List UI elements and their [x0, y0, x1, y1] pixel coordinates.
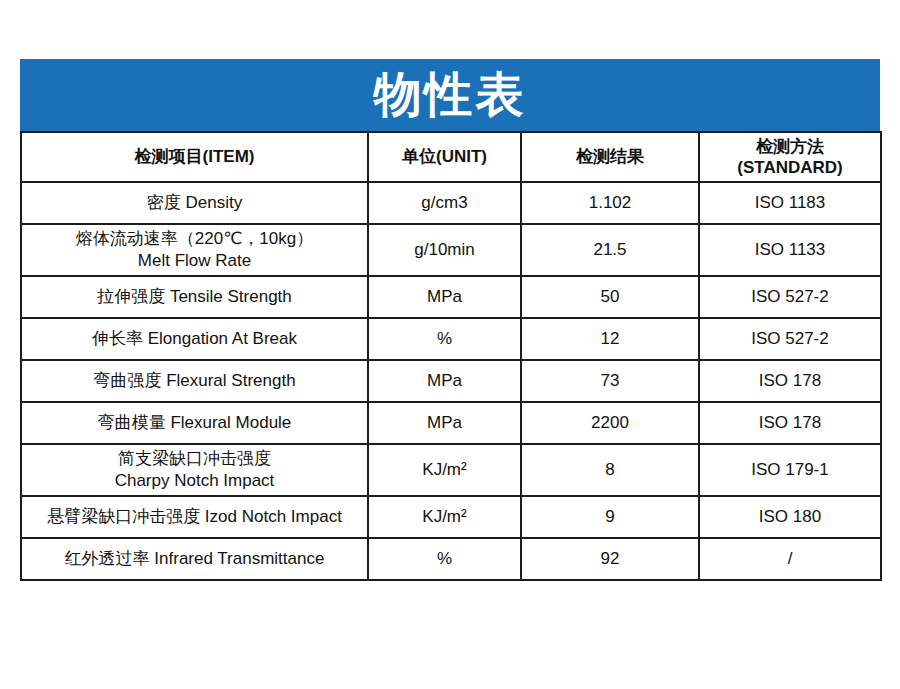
- table-row: 弯曲强度 Flexural Strength MPa 73 ISO 178: [21, 360, 881, 402]
- cell-item: 伸长率 Elongation At Break: [21, 318, 368, 360]
- cell-unit: KJ/m²: [368, 496, 521, 538]
- cell-item: 拉伸强度 Tensile Strength: [21, 276, 368, 318]
- table-row: 熔体流动速率（220℃，10kg） Melt Flow Rate g/10min…: [21, 224, 881, 276]
- cell-unit: KJ/m²: [368, 444, 521, 496]
- cell-unit: MPa: [368, 276, 521, 318]
- cell-item: 熔体流动速率（220℃，10kg） Melt Flow Rate: [21, 224, 368, 276]
- cell-standard: ISO 1183: [699, 182, 881, 224]
- cell-result: 8: [521, 444, 699, 496]
- cell-item: 弯曲强度 Flexural Strength: [21, 360, 368, 402]
- properties-table: 检测项目(ITEM) 单位(UNIT) 检测结果 检测方法 (STANDARD)…: [20, 131, 882, 581]
- table-header-row: 检测项目(ITEM) 单位(UNIT) 检测结果 检测方法 (STANDARD): [21, 132, 881, 182]
- table-row: 伸长率 Elongation At Break % 12 ISO 527-2: [21, 318, 881, 360]
- page-title: 物性表: [374, 71, 527, 119]
- column-header-standard: 检测方法 (STANDARD): [699, 132, 881, 182]
- cell-unit: g/10min: [368, 224, 521, 276]
- table-row: 拉伸强度 Tensile Strength MPa 50 ISO 527-2: [21, 276, 881, 318]
- cell-standard: ISO 180: [699, 496, 881, 538]
- cell-item: 弯曲模量 Flexural Module: [21, 402, 368, 444]
- cell-result: 9: [521, 496, 699, 538]
- cell-standard: ISO 1133: [699, 224, 881, 276]
- cell-result: 21.5: [521, 224, 699, 276]
- cell-item: 红外透过率 Infrared Transmittance: [21, 538, 368, 580]
- cell-unit: MPa: [368, 360, 521, 402]
- cell-result: 1.102: [521, 182, 699, 224]
- cell-standard: ISO 178: [699, 402, 881, 444]
- table-row: 弯曲模量 Flexural Module MPa 2200 ISO 178: [21, 402, 881, 444]
- cell-unit: g/cm3: [368, 182, 521, 224]
- table-row: 密度 Density g/cm3 1.102 ISO 1183: [21, 182, 881, 224]
- cell-unit: %: [368, 538, 521, 580]
- page: 物性表 检测项目(ITEM) 单位(UNIT) 检测结果 检测方法 (STAND…: [0, 0, 900, 689]
- cell-item: 简支梁缺口冲击强度 Charpy Notch Impact: [21, 444, 368, 496]
- cell-result: 2200: [521, 402, 699, 444]
- cell-unit: %: [368, 318, 521, 360]
- column-header-unit: 单位(UNIT): [368, 132, 521, 182]
- table-row: 悬臂梁缺口冲击强度 Izod Notch Impact KJ/m² 9 ISO …: [21, 496, 881, 538]
- table-row: 红外透过率 Infrared Transmittance % 92 /: [21, 538, 881, 580]
- cell-standard: /: [699, 538, 881, 580]
- cell-standard: ISO 527-2: [699, 318, 881, 360]
- cell-standard: ISO 178: [699, 360, 881, 402]
- column-header-item: 检测项目(ITEM): [21, 132, 368, 182]
- cell-standard: ISO 527-2: [699, 276, 881, 318]
- cell-result: 92: [521, 538, 699, 580]
- cell-result: 12: [521, 318, 699, 360]
- cell-item: 密度 Density: [21, 182, 368, 224]
- cell-result: 73: [521, 360, 699, 402]
- table-row: 简支梁缺口冲击强度 Charpy Notch Impact KJ/m² 8 IS…: [21, 444, 881, 496]
- column-header-result: 检测结果: [521, 132, 699, 182]
- cell-item: 悬臂梁缺口冲击强度 Izod Notch Impact: [21, 496, 368, 538]
- cell-result: 50: [521, 276, 699, 318]
- cell-unit: MPa: [368, 402, 521, 444]
- title-banner: 物性表: [20, 59, 880, 131]
- cell-standard: ISO 179-1: [699, 444, 881, 496]
